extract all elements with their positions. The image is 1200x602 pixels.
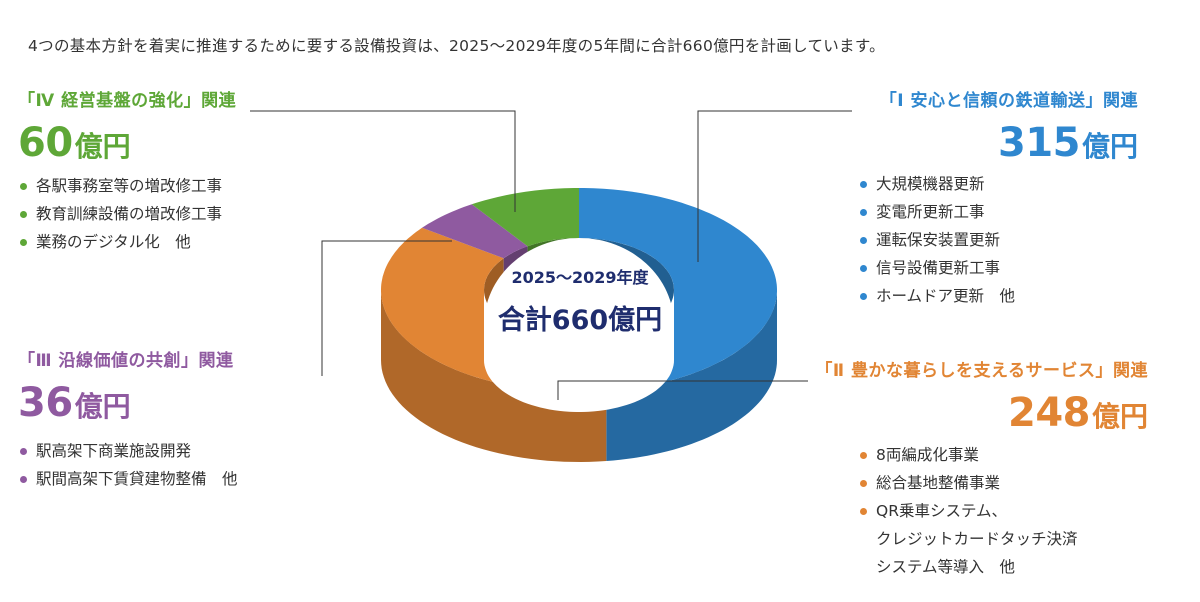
list-item-continuation: クレジットカードタッチ決済: [876, 530, 1078, 548]
list-item-continuation: システム等導入 他: [876, 558, 1016, 576]
category-block-service: 「Ⅱ 豊かな暮らしを支えるサービス」関連 248億円: [815, 356, 1148, 433]
bullet-dot-icon: [860, 181, 867, 188]
category-title: 「Ⅰ 安心と信頼の鉄道輸送」関連: [879, 91, 1138, 111]
list-item: QR乗車システム、: [858, 497, 1078, 525]
category-title: 「Ⅳ 経営基盤の強化」関連: [18, 91, 237, 111]
category-items-safety: 大規模機器更新 変電所更新工事 運転保安装置更新 信号設備更新工事 ホームドア更…: [858, 170, 1015, 310]
bullet-dot-icon: [860, 237, 867, 244]
category-block-line: 「Ⅲ 沿線価値の共創」関連 36億円: [18, 346, 234, 423]
bullet-dot-icon: [860, 508, 867, 515]
category-amount: 315億円: [880, 123, 1138, 163]
slice-top-2: [422, 204, 528, 259]
chart-center-total: 合計660億円: [497, 305, 663, 336]
list-item: 駅高架下商業施設開発: [18, 437, 238, 465]
chart-center-period: 2025～2029年度: [511, 268, 649, 287]
bullet-dot-icon: [860, 480, 867, 487]
bullet-dot-icon: [860, 265, 867, 272]
category-block-safety: 「Ⅰ 安心と信頼の鉄道輸送」関連 315億円: [880, 86, 1138, 163]
bullet-dot-icon: [20, 448, 27, 455]
amount-unit: 億円: [74, 130, 131, 163]
bullet-dot-icon: [860, 209, 867, 216]
leader-line-safety: [697, 110, 852, 262]
list-item: 変電所更新工事: [858, 198, 1015, 226]
slice-top-3: [471, 188, 579, 247]
category-items-line: 駅高架下商業施設開発 駅間高架下賃貸建物整備 他: [18, 437, 238, 493]
amount-unit: 億円: [1091, 400, 1148, 433]
leader-line-line: [321, 240, 452, 376]
category-amount: 248億円: [815, 393, 1148, 433]
category-items-service: 8両編成化事業 総合基地整備事業 QR乗車システム、 クレジットカードタッチ決済…: [858, 441, 1078, 581]
list-item: 8両編成化事業: [858, 441, 1078, 469]
list-item: 業務のデジタル化 他: [18, 228, 222, 256]
category-amount: 36億円: [18, 383, 234, 423]
list-item: 信号設備更新工事: [858, 254, 1015, 282]
slice-side-1: [381, 290, 607, 462]
leader-line-service: [557, 380, 808, 400]
category-amount: 60億円: [18, 123, 236, 163]
bullet-dot-icon: [20, 211, 27, 218]
bullet-dot-icon: [20, 239, 27, 246]
amount-value: 248: [1007, 390, 1091, 436]
bullet-dot-icon: [20, 183, 27, 190]
category-title: 「Ⅱ 豊かな暮らしを支えるサービス」関連: [815, 361, 1148, 381]
amount-value: 60: [18, 120, 73, 166]
amount-value: 315: [997, 120, 1081, 166]
list-item: ホームドア更新 他: [858, 282, 1015, 310]
amount-unit: 億円: [1081, 130, 1138, 163]
category-block-mgmt: 「Ⅳ 経営基盤の強化」関連 60億円: [18, 86, 236, 163]
list-item: 運転保安装置更新: [858, 226, 1015, 254]
list-item: 大規模機器更新: [858, 170, 1015, 198]
bullet-dot-icon: [20, 476, 27, 483]
list-item: 駅間高架下賃貸建物整備 他: [18, 465, 238, 493]
donut-hole-fill: [484, 238, 674, 412]
list-item: 教育訓練設備の増改修工事: [18, 200, 222, 228]
category-items-mgmt: 各駅事務室等の増改修工事 教育訓練設備の増改修工事 業務のデジタル化 他: [18, 172, 222, 256]
bullet-dot-icon: [860, 293, 867, 300]
leader-line-mgmt: [250, 110, 516, 212]
list-item: 総合基地整備事業: [858, 469, 1078, 497]
slice-side-0: [606, 290, 777, 461]
list-item: 各駅事務室等の増改修工事: [18, 172, 222, 200]
amount-unit: 億円: [74, 390, 131, 423]
bullet-dot-icon: [860, 452, 867, 459]
amount-value: 36: [18, 380, 73, 426]
intro-text: 4つの基本方針を着実に推進するために要する設備投資は、2025～2029年度の5…: [28, 37, 885, 55]
category-title: 「Ⅲ 沿線価値の共創」関連: [18, 351, 234, 371]
